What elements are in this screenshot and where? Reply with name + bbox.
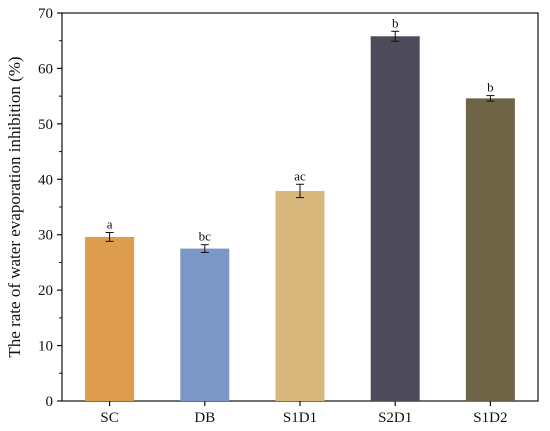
y-tick-label: 0	[46, 394, 54, 410]
significance-label: a	[107, 216, 113, 231]
y-tick-label: 20	[38, 283, 53, 299]
significance-label: b	[392, 15, 399, 30]
x-category-label: DB	[194, 410, 215, 426]
y-axis-title: The rate of water evaporation inhibition…	[5, 56, 24, 357]
bar-db	[180, 248, 230, 401]
plot-area: 0 10 20 30 40 50 60 70 a SC bc DB ac S1D1 b S2D1 b S1D2	[38, 6, 539, 426]
significance-label: bc	[199, 229, 212, 244]
y-tick-label: 30	[38, 228, 53, 244]
bar-sc	[85, 236, 135, 401]
bar-s1d1	[275, 190, 325, 401]
x-category-label: S1D2	[473, 410, 507, 426]
y-tick-label: 50	[38, 117, 53, 133]
y-tick-label: 60	[38, 61, 53, 77]
x-category-label: S1D1	[283, 410, 317, 426]
x-category-label: SC	[100, 410, 118, 426]
x-category-label: S2D1	[378, 410, 412, 426]
y-tick-label: 10	[38, 339, 53, 355]
significance-label: ac	[294, 168, 306, 183]
y-tick-label: 70	[38, 6, 53, 22]
significance-label: b	[487, 80, 494, 95]
bar-s2d1	[370, 36, 420, 401]
y-tick-label: 40	[38, 172, 53, 188]
bar-s1d2	[465, 98, 515, 402]
